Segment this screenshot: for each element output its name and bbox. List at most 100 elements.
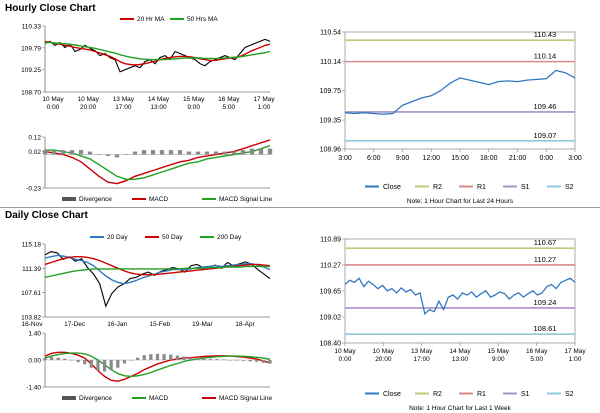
daily_levels-ytick-label: 109.65 (320, 288, 342, 295)
daily_macd-divergence-bar (195, 358, 199, 360)
daily_levels-legend-label: S1 (521, 391, 530, 398)
daily_macd-divergence-bar (208, 358, 213, 360)
hourly-price-legend-label: 20 Hr MA (137, 16, 165, 23)
daily_macd-divergence-bar (268, 360, 272, 364)
daily_levels-level-label: 110.27 (534, 255, 556, 264)
hourly_macd-ytick-label: 0.12 (28, 135, 41, 142)
daily_levels-xtick-label: 13 May (411, 348, 433, 355)
daily_macd-divergence-bar (50, 357, 54, 360)
daily_levels-series-close (344, 277, 576, 316)
daily_price-series-20-day (44, 254, 271, 285)
hourly-price-legend-label: 50 Hrs MA (187, 16, 218, 23)
hourly_macd-divergence-bar (42, 150, 48, 155)
daily_levels-note: Note: 1 Hour Chart for Last 1 Week (409, 405, 512, 412)
daily_macd-divergence-bar (228, 360, 232, 361)
daily_levels-level-label: 109.24 (534, 298, 557, 307)
hourly_price-ytick-label: 110.33 (22, 24, 42, 31)
daily_levels-xtick-label: 10 May (373, 348, 395, 355)
hourly_levels-legend-label: Close (383, 184, 401, 191)
daily-price-legend-label: 20 Day (107, 234, 128, 241)
hourly-price-xtick-label: 16 May (218, 96, 240, 103)
hourly_macd-divergence-bar (51, 150, 57, 155)
daily-price-xtick-label: 15-Feb (149, 321, 170, 328)
daily_macd-divergence-bar (96, 360, 100, 371)
daily_macd-divergence-bar (248, 360, 252, 362)
hourly-macd-legend-swatch (62, 197, 76, 201)
hourly_levels-xtick-label: 18:00 (480, 155, 498, 162)
hourly_macd-divergence-bar (105, 154, 111, 156)
hourly-price-xtick-label: 15 May (183, 96, 205, 103)
hourly_macd-divergence-bar (96, 154, 102, 155)
hourly_levels-series-close (344, 69, 576, 115)
daily_levels-xtick-label: 9:00 (492, 356, 505, 363)
daily-price-legend-label: 200 Day (217, 234, 242, 241)
hourly_macd-divergence-bar (159, 150, 165, 155)
hourly_price-ytick-label: 109.25 (21, 67, 41, 74)
hourly_macd-divergence-bar (132, 151, 138, 155)
daily_levels-xtick-label: 1:00 (569, 356, 582, 363)
hourly_price-series-close (44, 38, 271, 73)
daily-price-xtick-label: 16-Nov (22, 321, 44, 328)
hourly_macd-divergence-bar (249, 148, 255, 155)
daily_price-ytick-label: 111.39 (22, 266, 41, 273)
hourly-price-xtick-label: 10 May (78, 96, 100, 103)
daily-price-xtick-label: 19-Mar (192, 321, 213, 328)
hourly_macd-ytick-label: -0.23 (26, 186, 41, 193)
daily_levels-ytick-label: 109.02 (320, 315, 342, 322)
daily_macd-ytick-label: 0.00 (28, 358, 41, 365)
daily_levels-ytick-label: 108.40 (320, 341, 342, 348)
daily_price-ytick-label: 107.61 (21, 290, 41, 297)
hourly_levels-legend-label: S2 (565, 184, 574, 191)
hourly-price-xtick-label: 20:00 (80, 104, 97, 111)
daily_macd-divergence-bar (89, 360, 93, 368)
daily_price-series-200-day (44, 265, 270, 278)
daily_macd-divergence-bar (215, 359, 219, 360)
daily_macd-divergence-bar (149, 354, 153, 360)
hourly_levels-level-label: 109.46 (534, 102, 557, 111)
hourly_macd-divergence-bar (186, 151, 192, 155)
daily_macd-divergence-bar (83, 360, 87, 365)
daily_macd-divergence-bar (129, 360, 133, 361)
daily_macd-divergence-bar (222, 359, 226, 360)
daily_macd-divergence-bar (69, 360, 74, 361)
hourly_levels-level-label: 110.14 (534, 52, 556, 61)
hourly_macd-divergence-bar (168, 150, 174, 155)
hourly_levels-xtick-label: 21:00 (509, 155, 527, 162)
hourly_levels-xtick-label: 3:00 (338, 155, 352, 162)
hourly_levels-ytick-label: 109.75 (320, 88, 342, 95)
daily_macd-divergence-bar (235, 360, 239, 361)
daily_macd-divergence-bar (188, 357, 193, 360)
hourly_macd-divergence-bar (87, 151, 93, 155)
hourly_levels-level-label: 110.43 (534, 30, 556, 39)
daily-price-xtick-label: 17-Dec (64, 321, 86, 328)
daily_levels-xtick-label: 17:00 (414, 356, 431, 363)
hourly-price-xtick-label: 9:00 (187, 104, 200, 111)
hourly_levels-level-label: 109.07 (534, 131, 557, 140)
daily_levels-legend-label: R1 (477, 391, 486, 398)
daily_levels-xtick-label: 5:00 (530, 356, 543, 363)
daily-macd-legend-swatch (62, 396, 76, 400)
hourly-macd-legend-label: Divergence (79, 196, 112, 203)
hourly_price-series-50-hrs-ma (45, 41, 271, 61)
daily_macd-ytick-label: -1.40 (26, 385, 41, 392)
daily_macd-divergence-bar (255, 360, 259, 362)
hourly_levels-xtick-label: 9:00 (396, 155, 410, 162)
hourly-price-xtick-label: 0:00 (47, 104, 60, 111)
hourly_price-ytick-label: 108.70 (21, 90, 41, 97)
hourly-price-xtick-label: 1:00 (258, 104, 271, 111)
daily_macd-divergence-bar (241, 360, 246, 361)
hourly_levels-ytick-label: 110.54 (320, 30, 341, 37)
daily_macd-divergence-bar (63, 358, 67, 360)
daily_levels-legend-label: R2 (433, 391, 442, 398)
hourly_levels-ytick-label: 109.35 (320, 118, 342, 125)
hourly_macd-divergence-bar (177, 150, 183, 155)
daily_macd-divergence-bar (182, 356, 186, 360)
hourly-price-xtick-label: 13:00 (150, 104, 167, 111)
daily_macd-divergence-bar (56, 357, 60, 360)
hourly-price-xtick-label: 17 May (253, 96, 275, 103)
daily-macd-legend-label: MACD (149, 395, 168, 402)
daily_levels-xtick-label: 10 May (334, 348, 356, 355)
hourly_macd-divergence-bar (231, 151, 237, 155)
hourly_macd-series-macd (44, 139, 271, 185)
